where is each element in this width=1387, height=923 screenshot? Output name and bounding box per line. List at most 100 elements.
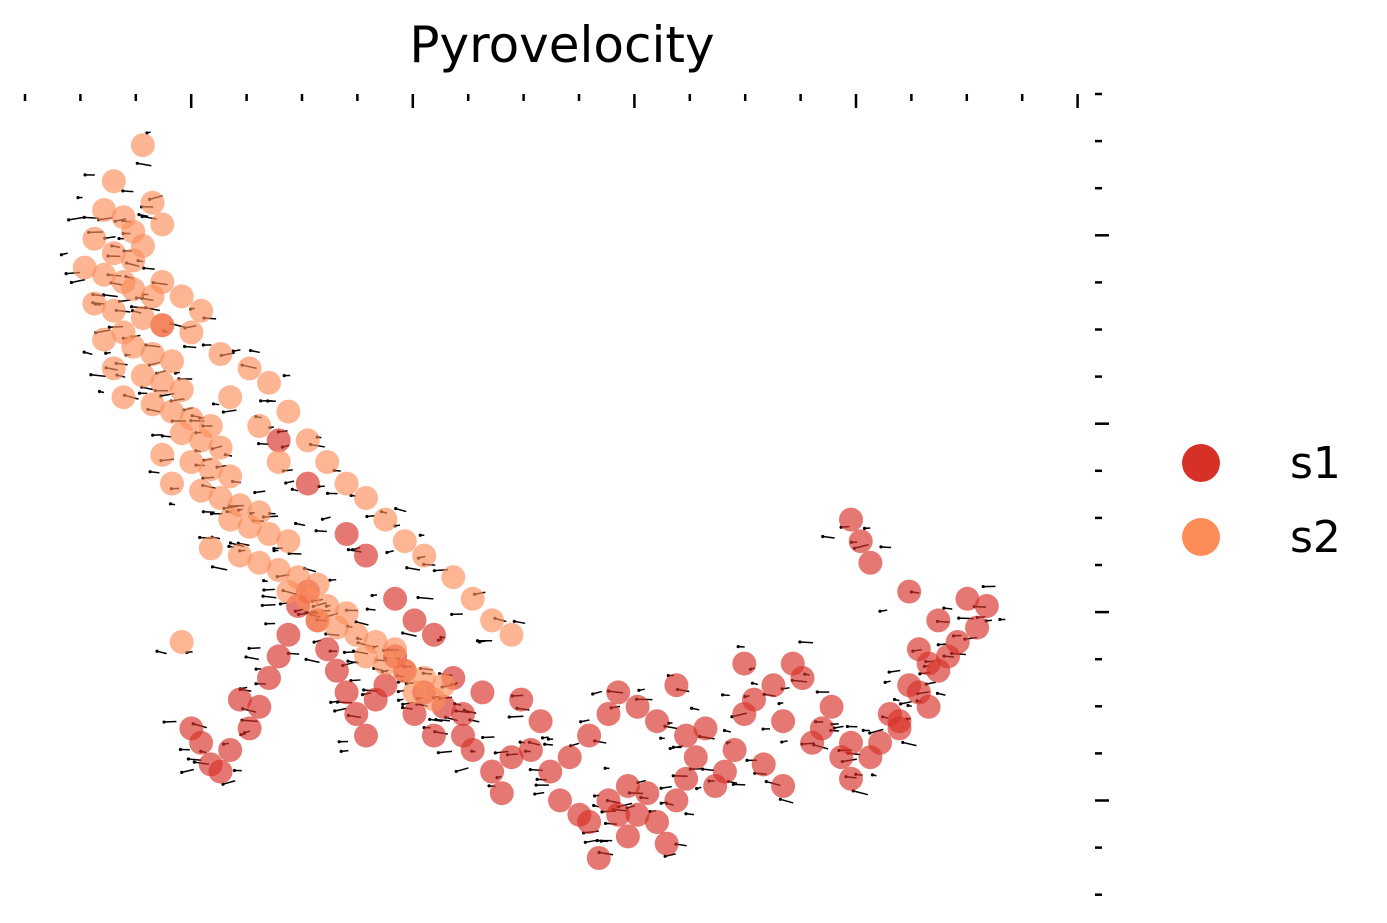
velocity-arrow [223,409,237,413]
point-s2 [189,478,214,503]
velocity-arrow-head [512,619,516,623]
velocity-arrow-head [603,821,608,826]
point-s2 [150,313,175,338]
velocity-arrow [395,507,407,513]
velocity-arrow-head [137,391,142,395]
velocity-arrow-head [942,606,946,610]
velocity-arrow-head [247,646,251,650]
velocity-arrow-head [328,578,332,582]
point-s2 [392,529,417,554]
velocity-arrow-head [104,351,108,355]
velocity-arrow-head [346,659,350,663]
point-s2 [130,363,155,388]
velocity-arrow-head [546,737,550,741]
velocity-arrow-head [405,566,409,570]
point-s1 [722,738,747,762]
velocity-arrow-head [254,667,258,671]
velocity-arrow-head [878,609,882,613]
point-s1 [800,730,825,755]
point-s1 [567,802,592,827]
point-s2 [198,536,223,561]
point-s1 [227,687,252,712]
point-s1 [887,709,912,734]
point-s1 [897,579,922,604]
velocity-arrow-head [671,774,675,778]
point-s1 [664,788,689,813]
velocity-arrow-head [684,812,688,816]
velocity-arrow [660,785,672,789]
point-s2 [276,399,301,424]
velocity-arrow-head [592,794,597,798]
velocity-arrow-head [333,709,337,713]
velocity-arrow [254,490,266,494]
point-s2 [130,306,155,330]
velocity-arrow-head [82,215,86,219]
velocity-arrow-head [493,751,497,755]
velocity-arrow [245,656,259,661]
velocity-arrow [181,768,195,774]
velocity-arrow-head [248,348,253,353]
point-s1 [344,702,369,726]
point-s1 [625,694,650,719]
point-s2 [111,385,136,410]
velocity-arrow-head [228,541,233,545]
velocity-arrow [212,566,228,571]
point-s2 [208,435,233,460]
velocity-arrow-head [428,717,432,722]
point-s1 [257,666,281,690]
point-s1 [761,673,786,698]
point-s1 [198,752,223,777]
velocity-arrow [869,728,884,734]
velocity-arrow [289,552,302,555]
point-s2 [121,277,146,302]
point-s2 [150,270,175,294]
point-s1 [548,788,572,813]
point-s1 [421,622,446,647]
velocity-arrow-head [600,810,604,814]
velocity-arrow-head [535,777,539,782]
point-s1 [499,745,524,770]
point-s2 [189,298,214,323]
point-s1 [489,781,514,806]
point-s1 [654,831,679,856]
velocity-arrow-head [720,693,725,697]
velocity-arrow-head [998,617,1002,622]
velocity-arrow [417,596,434,600]
point-s2 [257,522,281,546]
velocity-arrow [334,707,347,712]
velocity-arrow-head [396,698,401,702]
point-s1 [528,709,553,734]
velocity-arrow [900,700,912,705]
point-s2 [392,658,417,683]
velocity-arrow-head [671,745,676,749]
velocity-arrow-head [385,550,389,555]
velocity-arrow-head [815,690,819,694]
velocity-arrow-head [777,701,781,706]
point-s1 [421,723,446,748]
legend-label-s2: s2 [1290,512,1341,563]
velocity-arrow-head [899,702,903,706]
velocity-arrow-head [722,728,727,733]
point-s2 [276,579,301,604]
point-s2 [402,680,427,705]
point-s2 [189,428,214,453]
point-s2 [218,385,243,410]
point-s2 [354,644,378,669]
velocity-arrow [585,839,600,844]
point-s1 [703,774,728,798]
velocity-arrow-head [401,631,405,635]
velocity-arrow-head [284,481,288,485]
point-s2 [179,450,204,474]
velocity-arrow-head [97,389,102,394]
velocity-arrow-head [59,253,64,257]
velocity-arrow [188,758,202,761]
point-s1 [334,680,359,705]
velocity-arrow-head [981,584,985,589]
velocity-arrow [295,522,306,527]
velocity-arrow-head [901,740,905,745]
point-s1 [402,608,427,633]
velocity-arrow [263,588,275,591]
point-s1 [664,673,689,698]
point-s2 [315,450,340,474]
velocity-arrow-head [887,670,891,674]
